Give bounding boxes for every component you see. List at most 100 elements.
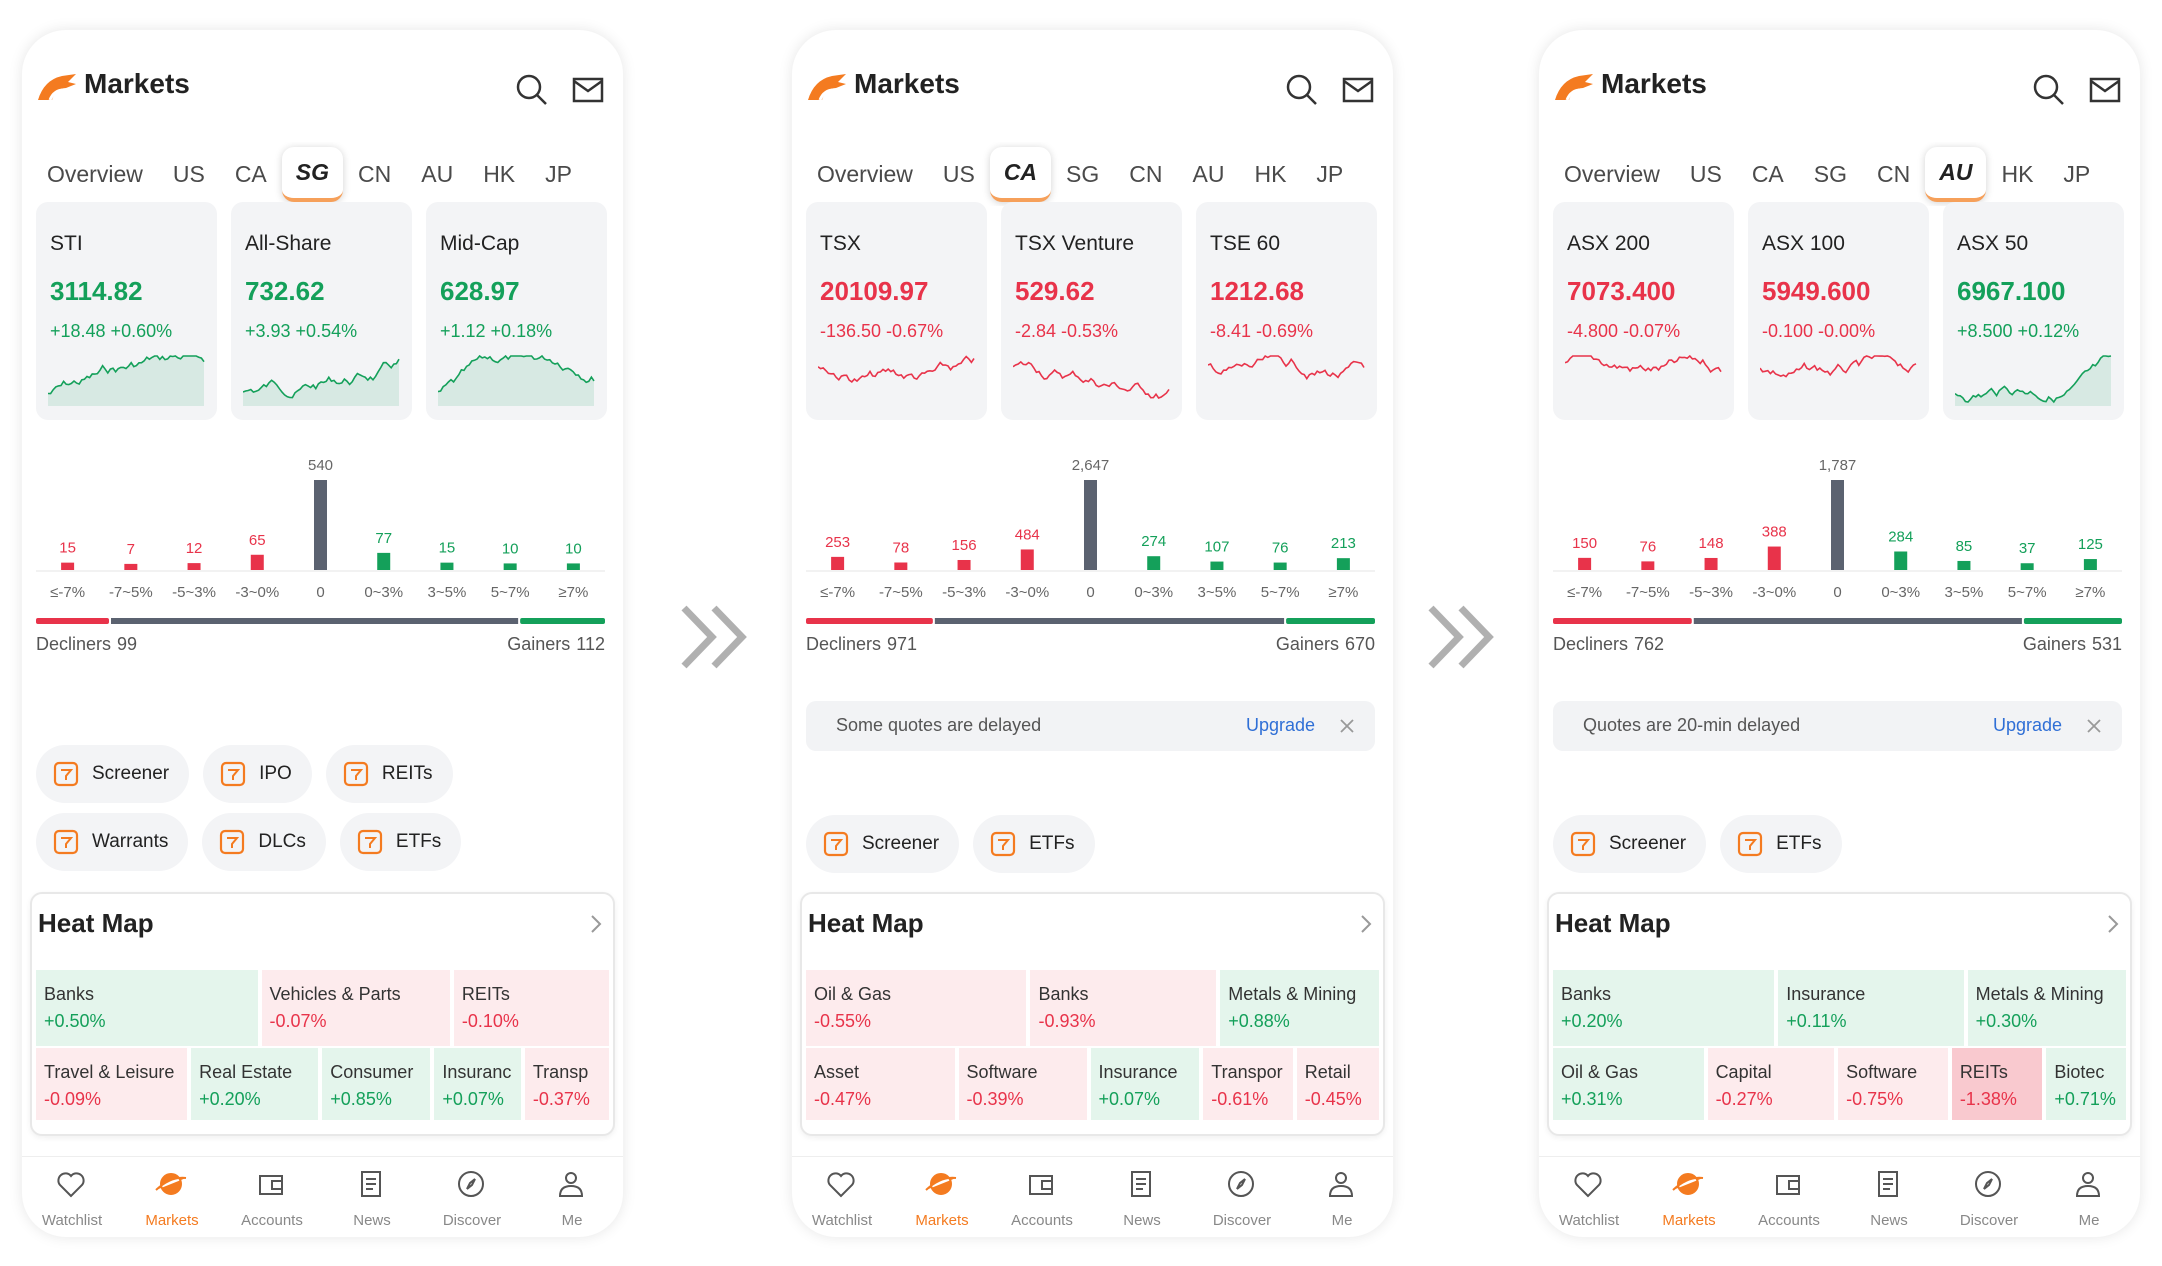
heat-map-tile[interactable]: Consumer +0.85%	[322, 1048, 431, 1120]
nav-item[interactable]: Me	[522, 1160, 622, 1236]
heat-map-tile[interactable]: Real Estate +0.20%	[191, 1048, 319, 1120]
market-tab[interactable]: CN	[358, 160, 392, 187]
market-tab[interactable]: US	[1689, 160, 1722, 187]
nav-item[interactable]: Watchlist	[22, 1160, 122, 1236]
heat-map-tile[interactable]: Asset -0.47%	[806, 1048, 955, 1120]
upgrade-link[interactable]: Upgrade	[1992, 715, 2062, 735]
tool-pill[interactable]: DLCs	[202, 813, 326, 871]
heat-map-tile[interactable]: Metals & Mining +0.88%	[1220, 970, 1379, 1046]
nav-item[interactable]: Accounts	[222, 1160, 322, 1236]
nav-item[interactable]: Markets	[122, 1160, 222, 1236]
heat-map-tile[interactable]: Insuranc +0.07%	[434, 1048, 521, 1120]
tool-pill[interactable]: Screener	[806, 815, 960, 873]
heat-map-card[interactable]: Heat Map Oil & Gas -0.55% Banks -0.93% Metals…	[800, 892, 1385, 1136]
heat-map-tile[interactable]: REITs -0.10%	[453, 970, 609, 1046]
mail-icon[interactable]	[2089, 75, 2123, 105]
heat-map-tile[interactable]: Oil & Gas -0.55%	[806, 970, 1027, 1046]
nav-item[interactable]: Discover	[1192, 1160, 1292, 1236]
heat-map-tile[interactable]: Biotec +0.71%	[2046, 1048, 2126, 1120]
index-card[interactable]: ASX 50 6967.100 +8.500 +0.12%	[1943, 202, 2124, 420]
market-tab[interactable]: JP	[2063, 160, 2091, 187]
index-value: 1212.68	[1210, 276, 1304, 306]
market-tab[interactable]: CA	[989, 146, 1052, 202]
index-card[interactable]: TSX Venture 529.62 -2.84 -0.53%	[1001, 202, 1182, 420]
search-icon[interactable]	[514, 72, 548, 106]
mail-icon[interactable]	[1342, 75, 1376, 105]
gainers-text: Gainers	[507, 634, 571, 654]
tool-pill[interactable]: IPO	[203, 745, 312, 803]
market-tab[interactable]: SG	[1813, 160, 1847, 187]
index-card[interactable]: ASX 100 5949.600 -0.100 -0.00%	[1748, 202, 1929, 420]
heat-map-tile[interactable]: Banks +0.50%	[36, 970, 258, 1046]
heat-map-tile[interactable]: Transpor -0.61%	[1203, 1048, 1293, 1120]
index-card[interactable]: TSX 20109.97 -136.50 -0.67%	[806, 202, 987, 420]
index-card[interactable]: ASX 200 7073.400 -4.800 -0.07%	[1553, 202, 1734, 420]
nav-item[interactable]: Accounts	[992, 1160, 1092, 1236]
upgrade-link[interactable]: Upgrade	[1245, 715, 1315, 735]
nav-item[interactable]: News	[1839, 1160, 1939, 1236]
market-tab[interactable]: HK	[2001, 160, 2034, 187]
heat-map-card[interactable]: Heat Map Banks +0.50% Vehicles & Parts -0.07…	[30, 892, 615, 1136]
nav-item[interactable]: Me	[2039, 1160, 2139, 1236]
heat-map-tile[interactable]: Transp -0.37%	[524, 1048, 609, 1120]
tool-pill[interactable]: ETFs	[1720, 815, 1842, 873]
market-tab[interactable]: Overview	[47, 160, 143, 187]
market-tab[interactable]: AU	[1192, 160, 1225, 187]
nav-item[interactable]: Watchlist	[792, 1160, 892, 1236]
index-card[interactable]: All-Share 732.62 +3.93 +0.54%	[231, 202, 412, 420]
tool-pill[interactable]: Screener	[36, 745, 190, 803]
close-icon[interactable]	[2086, 718, 2102, 734]
mail-icon[interactable]	[572, 75, 606, 105]
nav-item[interactable]: Discover	[1939, 1160, 2039, 1236]
nav-item[interactable]: Markets	[892, 1160, 992, 1236]
heat-map-tile[interactable]: Insurance +0.07%	[1090, 1048, 1200, 1120]
market-tab[interactable]: SG	[281, 146, 343, 202]
market-tab[interactable]: Overview	[817, 160, 913, 187]
heat-map-tile[interactable]: Software -0.39%	[958, 1048, 1087, 1120]
heat-map-tile[interactable]: Travel & Leisure -0.09%	[36, 1048, 188, 1120]
market-tab[interactable]: HK	[483, 160, 516, 187]
market-tab[interactable]: JP	[545, 160, 572, 187]
market-tab[interactable]: AU	[1925, 146, 1987, 202]
nav-item[interactable]: Watchlist	[1539, 1160, 1639, 1236]
heat-map-tile[interactable]: Software -0.75%	[1838, 1048, 1948, 1120]
market-tab[interactable]: CN	[1129, 160, 1163, 187]
nav-item[interactable]: Me	[1292, 1160, 1392, 1236]
market-tab[interactable]: CA	[234, 160, 267, 187]
nav-item[interactable]: News	[322, 1160, 422, 1236]
heat-map-tile[interactable]: Insurance +0.11%	[1778, 970, 1964, 1046]
index-card[interactable]: TSE 60 1212.68 -8.41 -0.69%	[1196, 202, 1377, 420]
market-tab[interactable]: AU	[421, 160, 454, 187]
nav-item[interactable]: Discover	[422, 1160, 522, 1236]
tool-pill[interactable]: ETFs	[973, 815, 1095, 873]
tool-pill[interactable]: REITs	[325, 745, 453, 803]
market-tab[interactable]: HK	[1254, 160, 1287, 187]
tool-pill[interactable]: ETFs	[339, 813, 462, 871]
tool-pill[interactable]: Screener	[1553, 815, 1707, 873]
heat-map-tile[interactable]: Banks -0.93%	[1030, 970, 1217, 1046]
heat-map-tile[interactable]: Capital -0.27%	[1707, 1048, 1835, 1120]
market-tab[interactable]: US	[942, 160, 975, 187]
tool-pill[interactable]: Warrants	[36, 813, 189, 871]
market-tab[interactable]: JP	[1316, 160, 1344, 187]
market-tab[interactable]: CA	[1751, 160, 1784, 187]
index-card[interactable]: Mid-Cap 628.97 +1.12 +0.18%	[426, 202, 607, 420]
heat-map-tile[interactable]: REITs -1.38%	[1951, 1048, 2043, 1120]
heat-map-tile[interactable]: Retail -0.45%	[1296, 1048, 1379, 1120]
heat-map-tile[interactable]: Vehicles & Parts -0.07%	[261, 970, 450, 1046]
market-tab[interactable]: US	[172, 160, 205, 187]
close-icon[interactable]	[1339, 718, 1355, 734]
search-icon[interactable]	[2031, 72, 2065, 106]
heat-map-tile[interactable]: Oil & Gas +0.31%	[1553, 1048, 1704, 1120]
heat-map-card[interactable]: Heat Map Banks +0.20% Insurance +0.11% Metals…	[1547, 892, 2132, 1136]
market-tab[interactable]: CN	[1877, 160, 1911, 187]
index-card[interactable]: STI 3114.82 +18.48 +0.60%	[36, 202, 217, 420]
heat-map-tile[interactable]: Metals & Mining +0.30%	[1967, 970, 2127, 1046]
nav-item[interactable]: News	[1092, 1160, 1192, 1236]
search-icon[interactable]	[1284, 72, 1318, 106]
market-tab[interactable]: SG	[1066, 160, 1100, 187]
nav-item[interactable]: Markets	[1639, 1160, 1739, 1236]
nav-item[interactable]: Accounts	[1739, 1160, 1839, 1236]
market-tab[interactable]: Overview	[1564, 160, 1660, 187]
heat-map-tile[interactable]: Banks +0.20%	[1553, 970, 1775, 1046]
